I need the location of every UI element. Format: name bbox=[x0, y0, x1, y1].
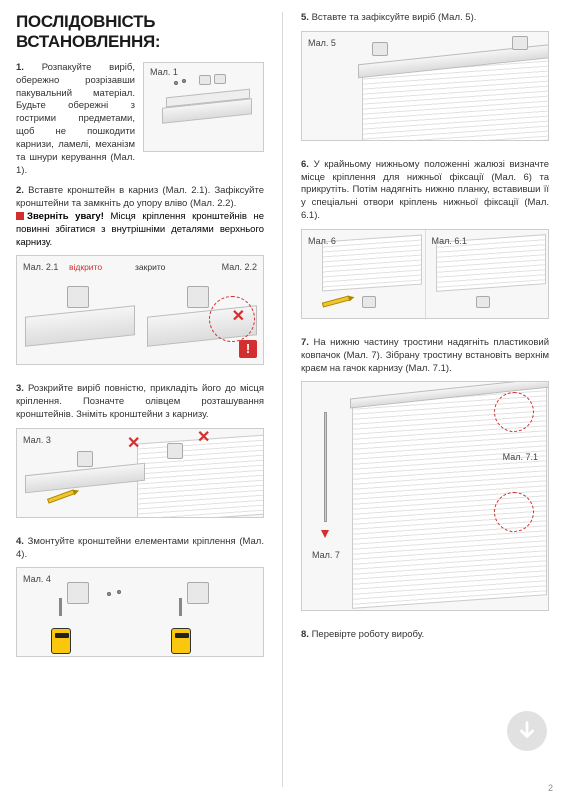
bracket-icon bbox=[214, 74, 226, 84]
step-5: 5. Вставте та зафіксуйте виріб (Мал. 5).… bbox=[301, 12, 549, 151]
drill-bit bbox=[59, 598, 62, 616]
step-6-text: 6. У крайньому нижньому положенні жалюзі… bbox=[301, 159, 549, 223]
bracket bbox=[167, 443, 183, 459]
wand-cap-icon bbox=[321, 530, 329, 538]
screw-icon bbox=[117, 590, 121, 594]
step-4: 4. Змонтуйте кронштейни елементами кріпл… bbox=[16, 536, 264, 668]
column-divider bbox=[282, 12, 283, 787]
rail-left bbox=[25, 306, 135, 348]
step-1-body: Розпакуйте виріб, обережно розрізавши па… bbox=[16, 62, 135, 176]
figure-6-left: Мал. 6 bbox=[302, 230, 426, 318]
bracket bbox=[372, 42, 388, 56]
step-3-body: Розкрийте виріб повністю, прикладіть йог… bbox=[16, 383, 264, 420]
drill-body bbox=[171, 628, 191, 654]
scroll-down-badge[interactable] bbox=[507, 711, 547, 751]
figure-61-label: Мал. 6.1 bbox=[432, 236, 467, 246]
figure-1-label: Мал. 1 bbox=[150, 67, 178, 77]
bracket-icon bbox=[199, 75, 211, 85]
step-3-num: 3. bbox=[16, 383, 24, 394]
step-8-body: Перевірте роботу виробу. bbox=[312, 629, 425, 640]
step-8-num: 8. bbox=[301, 629, 309, 640]
figure-3-label: Мал. 3 bbox=[23, 435, 51, 445]
x-mark-icon: ✕ bbox=[197, 428, 210, 447]
figure-5-label: Мал. 5 bbox=[308, 38, 336, 48]
figure-7: Мал. 7 Мал. 7.1 bbox=[301, 381, 549, 611]
figure-2: Мал. 2.1 Мал. 2.2 відкрито закрито ✕ ! bbox=[16, 255, 264, 365]
step-7-num: 7. bbox=[301, 337, 309, 348]
page-number: 2 bbox=[548, 783, 553, 793]
alert-icon: ! bbox=[239, 340, 257, 358]
step-2-text: 2. Вставте кронштейн в карниз (Мал. 2.1)… bbox=[16, 185, 264, 211]
blinds-slats bbox=[322, 234, 422, 291]
figure-71-label: Мал. 7.1 bbox=[503, 452, 538, 462]
screw-icon bbox=[107, 592, 111, 596]
x-mark-icon: ✕ bbox=[232, 306, 245, 326]
rail bbox=[25, 463, 145, 494]
closed-label: закрито bbox=[135, 262, 165, 272]
figure-4-label: Мал. 4 bbox=[23, 574, 51, 584]
warning-marker-icon bbox=[16, 212, 24, 220]
screw-icon bbox=[174, 81, 178, 85]
step-5-num: 5. bbox=[301, 12, 309, 23]
step-4-body: Змонтуйте кронштейни елементами кріпленн… bbox=[16, 536, 264, 560]
figure-7-label: Мал. 7 bbox=[312, 550, 340, 560]
step-8: 8. Перевірте роботу виробу. bbox=[301, 629, 549, 642]
figure-61-right: Мал. 6.1 bbox=[426, 230, 549, 318]
step-2-warning: Зверніть увагу! Місця кріплення кронштей… bbox=[16, 211, 264, 249]
bracket-closed bbox=[187, 286, 209, 308]
step-7: 7. На нижню частину тростини надягніть п… bbox=[301, 337, 549, 621]
step-5-body: Вставте та зафіксуйте виріб (Мал. 5). bbox=[312, 12, 477, 23]
step-5-text: 5. Вставте та зафіксуйте виріб (Мал. 5). bbox=[301, 12, 549, 25]
figure-5: Мал. 5 bbox=[301, 31, 549, 141]
step-1-text: 1. Розпакуйте виріб, обережно розрізавши… bbox=[16, 62, 135, 177]
wand bbox=[324, 412, 327, 522]
drill-icon bbox=[47, 612, 75, 654]
step-2: 2. Вставте кронштейн в карниз (Мал. 2.1)… bbox=[16, 185, 264, 375]
pencil-icon bbox=[47, 489, 75, 503]
right-column: 5. Вставте та зафіксуйте виріб (Мал. 5).… bbox=[301, 12, 549, 787]
step-4-num: 4. bbox=[16, 536, 24, 547]
step-2-num: 2. bbox=[16, 185, 24, 196]
open-label: відкрито bbox=[69, 262, 102, 272]
figure-22-label: Мал. 2.2 bbox=[222, 262, 257, 272]
bottom-bracket bbox=[362, 296, 376, 308]
step-4-text: 4. Змонтуйте кронштейни елементами кріпл… bbox=[16, 536, 264, 562]
step-3-text: 3. Розкрийте виріб повністю, прикладіть … bbox=[16, 383, 264, 421]
bracket bbox=[187, 582, 209, 604]
step-3: 3. Розкрийте виріб повністю, прикладіть … bbox=[16, 383, 264, 527]
bracket bbox=[77, 451, 93, 467]
arrow-down-icon bbox=[516, 720, 538, 742]
step-2-body: Вставте кронштейн в карниз (Мал. 2.1). З… bbox=[16, 185, 264, 209]
step-7-body: На нижню частину тростини надягніть плас… bbox=[301, 337, 549, 374]
bottom-clip bbox=[476, 296, 490, 308]
drill-bit bbox=[179, 598, 182, 616]
figure-4: Мал. 4 bbox=[16, 567, 264, 657]
warning-label: Зверніть увагу! bbox=[27, 211, 104, 222]
left-column: ПОСЛІДОВНІСТЬ ВСТАНОВЛЕННЯ: 1. Розпакуйт… bbox=[16, 12, 264, 787]
bracket bbox=[512, 36, 528, 50]
drill-body bbox=[51, 628, 71, 654]
instruction-page: ПОСЛІДОВНІСТЬ ВСТАНОВЛЕННЯ: 1. Розпакуйт… bbox=[0, 0, 565, 799]
figure-21-label: Мал. 2.1 bbox=[23, 262, 58, 272]
bracket bbox=[67, 582, 89, 604]
step-1: 1. Розпакуйте виріб, обережно розрізавши… bbox=[16, 62, 264, 177]
step-6-body: У крайньому нижньому положенні жалюзі ви… bbox=[301, 159, 549, 221]
step-1-num: 1. bbox=[16, 62, 24, 73]
x-mark-icon: ✕ bbox=[127, 433, 140, 453]
step-7-text: 7. На нижню частину тростини надягніть п… bbox=[301, 337, 549, 375]
step-6: 6. У крайньому нижньому положенні жалюзі… bbox=[301, 159, 549, 329]
page-title: ПОСЛІДОВНІСТЬ ВСТАНОВЛЕННЯ: bbox=[16, 12, 264, 52]
bracket-open bbox=[67, 286, 89, 308]
step-6-num: 6. bbox=[301, 159, 309, 170]
figure-1: Мал. 1 bbox=[143, 62, 264, 152]
figure-6-label: Мал. 6 bbox=[308, 236, 336, 246]
figure-3: Мал. 3 ✕ ✕ bbox=[16, 428, 264, 518]
figure-6: Мал. 6 Мал. 6.1 bbox=[301, 229, 549, 319]
screw-icon bbox=[182, 79, 186, 83]
pencil-icon bbox=[322, 295, 350, 307]
drill-icon bbox=[167, 612, 195, 654]
step-8-text: 8. Перевірте роботу виробу. bbox=[301, 629, 549, 642]
